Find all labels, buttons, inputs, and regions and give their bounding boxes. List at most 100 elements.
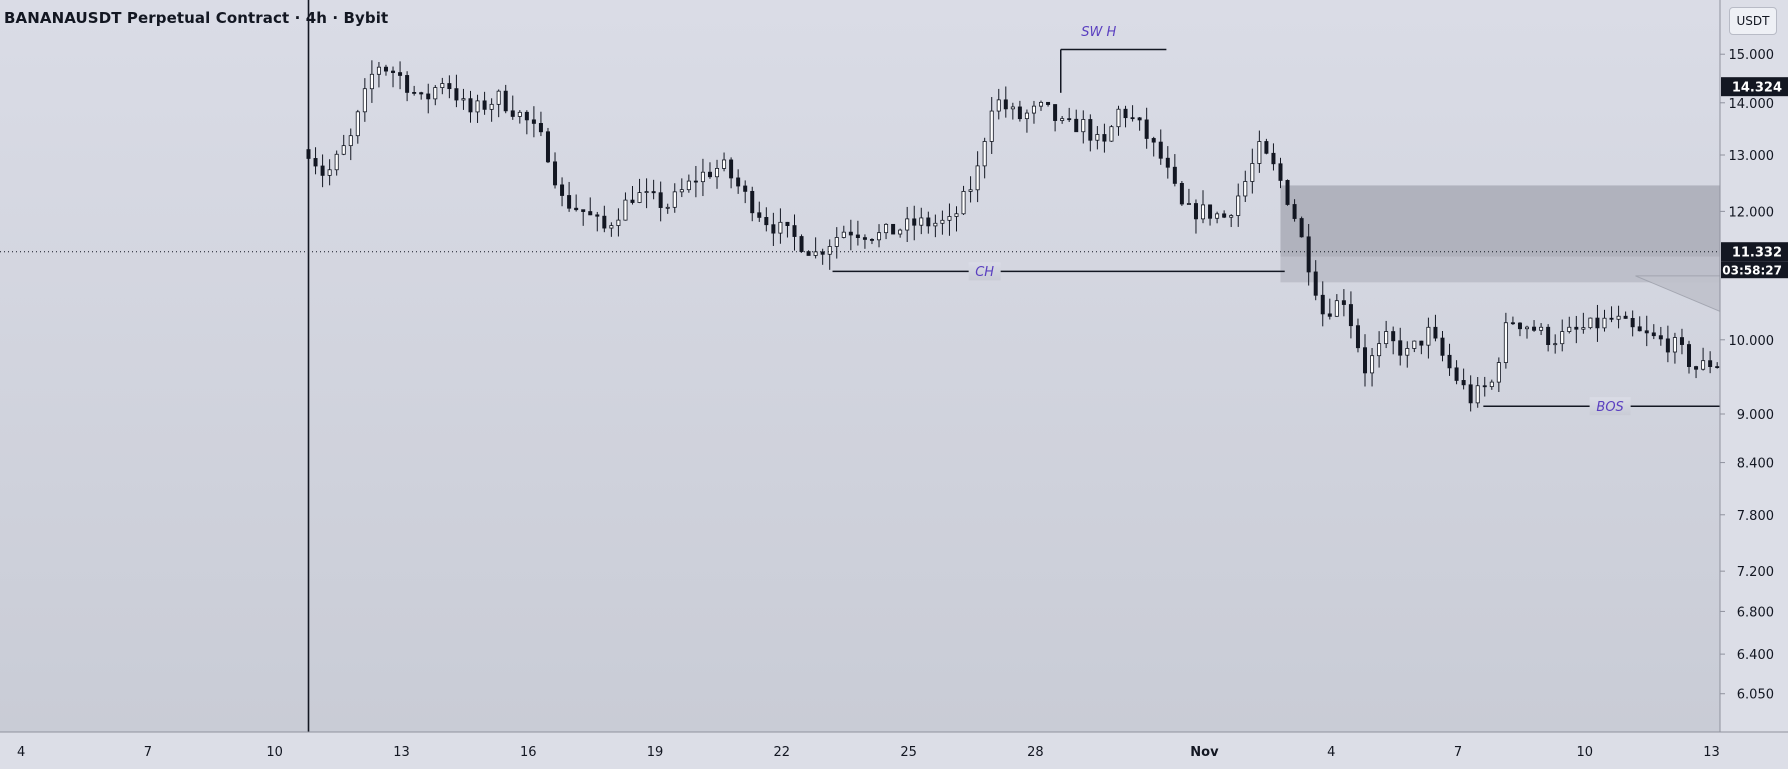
price-tick-label: 7.800 (1737, 509, 1774, 524)
chart-title: BANANAUSDT Perpetual Contract · 4h · Byb… (4, 9, 389, 27)
candle-body (531, 119, 536, 124)
candle-body (588, 211, 593, 216)
candle-body (524, 111, 529, 121)
price-badge (1721, 242, 1788, 262)
candle-body (405, 75, 410, 93)
candle-body (1510, 322, 1515, 325)
candle-body (1588, 317, 1593, 329)
candle-body (785, 221, 790, 226)
candle-body (383, 66, 388, 72)
candle-body (1102, 134, 1107, 142)
candle-body (686, 180, 691, 191)
candle-body (1158, 141, 1163, 159)
candle-body (940, 219, 945, 224)
countdown-label: 03:58:27 (1722, 264, 1782, 278)
candle-body (1363, 347, 1368, 374)
candle-body (630, 199, 635, 203)
candle-body (391, 70, 396, 73)
candle-body (1109, 126, 1114, 142)
candle-body (1081, 119, 1086, 133)
candle-body (996, 99, 1001, 112)
candle-body (1327, 313, 1332, 317)
candle-body (1116, 108, 1121, 128)
candle-body (1229, 215, 1234, 218)
candle-body (933, 222, 938, 227)
candle-body (1440, 337, 1445, 356)
candle-body (1010, 106, 1015, 110)
candle-body (538, 123, 543, 133)
candle-body (1334, 300, 1339, 317)
candle-body (616, 219, 621, 226)
candle-body (1701, 360, 1706, 370)
time-tick-label: 4 (17, 745, 25, 760)
candle-body (1630, 317, 1635, 328)
candle-body (1623, 315, 1628, 319)
candle-body (1384, 331, 1389, 345)
candle-body (419, 92, 424, 95)
candle-body (1250, 163, 1255, 182)
candle-body (637, 192, 642, 203)
candle-body (1532, 326, 1537, 331)
time-tick-label: 13 (1703, 745, 1720, 760)
time-tick-label: 16 (520, 745, 537, 760)
annotation-label: CH (975, 265, 994, 280)
candle-body (362, 88, 367, 113)
candle-body (545, 131, 550, 163)
countdown-badge (1721, 261, 1788, 279)
time-tick-label: 22 (774, 745, 791, 760)
candle-body (672, 191, 677, 208)
candle-body (912, 218, 917, 226)
candle-body (1715, 366, 1720, 368)
candle-body (651, 191, 656, 194)
candle-body (1172, 166, 1177, 184)
currency-button[interactable]: USDT (1729, 7, 1777, 35)
time-axis[interactable] (0, 732, 1720, 769)
price-badge-label: 11.332 (1732, 246, 1782, 261)
candle-body (1496, 362, 1501, 383)
candle-body (778, 221, 783, 234)
candle-body (757, 212, 762, 218)
candle-body (517, 111, 522, 117)
candle-body (447, 83, 452, 90)
candle-body (834, 237, 839, 247)
time-tick-label: 7 (144, 745, 152, 760)
candle-body (1341, 300, 1346, 305)
candle-body (1215, 213, 1220, 219)
candle-body (1546, 326, 1551, 346)
candle-body (376, 66, 381, 75)
candle-body (1320, 294, 1325, 315)
candle-body (1074, 118, 1079, 133)
candle-body (982, 141, 987, 167)
candle-body (1031, 105, 1036, 114)
candle-body (341, 145, 346, 155)
candle-body (820, 251, 825, 255)
candle-body (848, 231, 853, 236)
candle-body (1609, 317, 1614, 320)
time-tick-label: Nov (1190, 745, 1219, 760)
candle-body (567, 195, 572, 209)
candle-body (475, 100, 480, 113)
candle-body (1503, 322, 1508, 363)
candle-body (1560, 331, 1565, 345)
candle-body (602, 215, 607, 229)
price-axis[interactable] (1720, 0, 1788, 769)
candle-body (813, 251, 818, 256)
candle-body (1489, 381, 1494, 388)
price-tick-label: 8.400 (1737, 457, 1774, 472)
candle-body (1123, 108, 1128, 119)
candle-body (412, 92, 417, 94)
candle-body (1095, 134, 1100, 141)
candle-body (1292, 204, 1297, 219)
candle-body (454, 88, 459, 101)
price-tick-label: 6.800 (1737, 605, 1774, 620)
candle-body (827, 246, 832, 255)
price-tick-label: 15.000 (1729, 48, 1775, 63)
candle-body (510, 110, 515, 117)
candle-body (433, 87, 438, 100)
candle-body (1447, 354, 1452, 369)
candle-body (1672, 337, 1677, 353)
candle-body (1482, 385, 1487, 388)
candle-body (461, 98, 466, 101)
